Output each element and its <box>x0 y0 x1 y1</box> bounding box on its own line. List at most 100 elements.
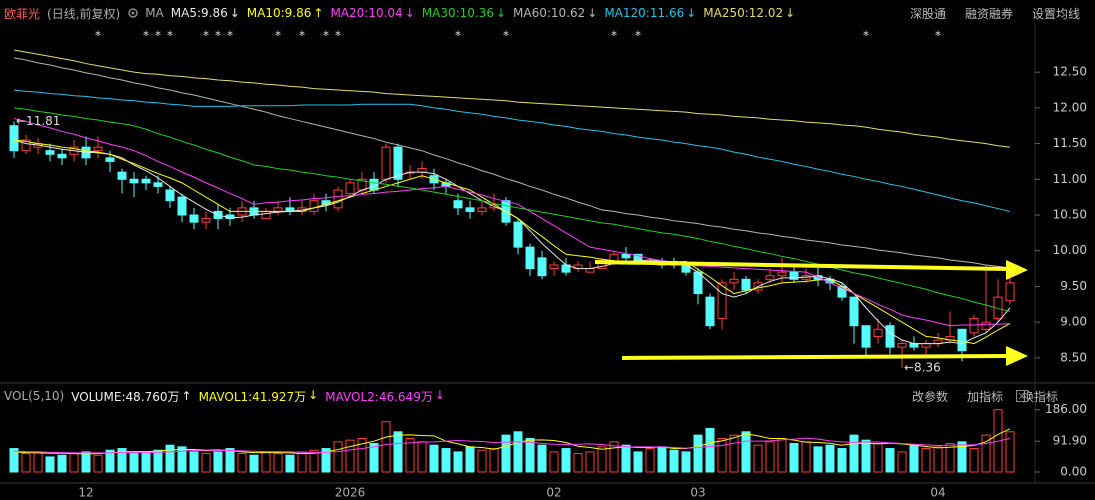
event-marker[interactable]: * <box>167 29 173 43</box>
support-arrow <box>621 354 1009 360</box>
indicator-button[interactable]: 改参数 <box>911 389 948 404</box>
volume-bar <box>237 453 247 473</box>
y-tick-label: 91.90 <box>1053 434 1087 448</box>
volume-bar <box>189 451 199 473</box>
event-marker[interactable]: * <box>611 29 617 43</box>
settings-icon[interactable] <box>127 7 139 19</box>
candle-body <box>201 218 211 223</box>
event-marker[interactable]: * <box>455 29 461 43</box>
volume-bar <box>453 451 463 473</box>
candle-body <box>585 268 595 273</box>
event-marker[interactable]: * <box>215 29 221 43</box>
volume-bar <box>705 427 715 473</box>
price-annotation: ←8.36 <box>904 360 941 374</box>
header-button[interactable]: 融资融券 <box>964 6 1013 21</box>
volume-bar <box>633 451 643 473</box>
candle-body <box>909 343 919 348</box>
volume-bar <box>681 451 691 473</box>
candle-body <box>765 275 775 280</box>
y-tick-label: 9.50 <box>1060 279 1087 293</box>
ma-line <box>13 57 1011 269</box>
event-marker[interactable]: * <box>227 29 233 43</box>
ma-label: MA <box>145 6 164 20</box>
volume-bar <box>465 446 475 473</box>
event-marker[interactable]: * <box>335 29 341 43</box>
volume-bar <box>909 444 919 473</box>
legend-trend: ↓ <box>495 6 507 20</box>
candle-body <box>777 271 787 277</box>
event-marker[interactable]: * <box>143 29 149 43</box>
volume-bar <box>69 453 79 473</box>
legend-entry: MA250:12.02 <box>703 6 784 20</box>
candle-body <box>129 178 139 184</box>
event-marker[interactable]: * <box>95 29 101 43</box>
candle-body <box>789 271 799 280</box>
candle-body <box>309 200 319 212</box>
event-marker[interactable]: * <box>155 29 161 43</box>
header-button[interactable]: 设置均线 <box>1031 6 1080 21</box>
header-bar: 欧菲光 (日线,前复权) MA MA5:9.86 ↓ MA10:9.86 ↑ MA20:… <box>0 2 1095 24</box>
candle-body <box>153 182 163 187</box>
volume-bar <box>33 451 43 473</box>
header-button[interactable]: 深股通 <box>909 6 946 21</box>
volume-bar <box>249 454 259 473</box>
indicator-button[interactable]: 加指标 <box>966 389 1003 404</box>
candle-body <box>105 157 115 162</box>
volume-ma-line <box>13 437 1011 454</box>
volume-legend: MAVOL1:41.927万 ↓ MAVOL2:46.649万 ↓ <box>199 388 452 405</box>
volume-bar <box>873 443 883 473</box>
volume-bar <box>309 449 319 473</box>
volume-bar <box>333 441 343 473</box>
volume-bar <box>417 441 427 473</box>
legend-entry: MA120:11.66 <box>604 6 685 20</box>
candle-body <box>21 139 31 152</box>
volume-bar <box>885 448 895 473</box>
event-marker[interactable]: * <box>935 29 941 43</box>
volume-bar <box>693 434 703 473</box>
close-icon[interactable] <box>1016 390 1028 402</box>
legend-trend: ↓ <box>308 387 319 402</box>
event-marker[interactable]: * <box>863 29 869 43</box>
volume-buttons: 改参数 加指标 换指标 <box>912 388 1065 405</box>
volume-bar <box>477 449 487 473</box>
price-mode[interactable]: (日线,前复权) <box>47 6 121 21</box>
volume-bar <box>345 439 355 473</box>
ma-line <box>13 89 1011 212</box>
candle-body <box>537 257 547 277</box>
volume-bar <box>717 438 727 473</box>
event-marker[interactable]: * <box>275 29 281 43</box>
event-marker[interactable]: * <box>503 29 509 43</box>
x-tick-label: 12 <box>78 486 93 500</box>
event-marker[interactable]: * <box>203 29 209 43</box>
y-tick-label: 186.00 <box>1045 402 1087 416</box>
legend-entry: MA20:10.04 <box>330 6 403 20</box>
candle-body <box>921 343 931 348</box>
legend-entry: MAVOL1:41.927万 <box>198 389 307 404</box>
candle-body <box>741 278 751 291</box>
volume-bar <box>201 453 211 473</box>
stock-name[interactable]: 欧菲光 <box>4 6 41 21</box>
volume-bar <box>729 434 739 473</box>
indicator-button[interactable]: 换指标 <box>1021 389 1058 404</box>
volume-bar <box>9 448 19 473</box>
candle-body <box>465 207 475 212</box>
volume-bar <box>273 453 283 473</box>
legend-entry: MA30:10.36 <box>421 6 494 20</box>
candle-body <box>417 168 427 173</box>
volume-bar <box>213 451 223 473</box>
event-marker[interactable]: * <box>299 29 305 43</box>
candle-body <box>693 271 703 295</box>
volume-bar <box>609 441 619 473</box>
event-marker[interactable]: * <box>635 29 641 43</box>
volume-bar <box>261 451 271 473</box>
volume-bar <box>969 448 979 473</box>
candle-body <box>1005 282 1015 302</box>
event-marker[interactable]: * <box>323 29 329 43</box>
volume-bar <box>393 431 403 473</box>
volume-bar <box>801 441 811 473</box>
volume-bar <box>369 443 379 473</box>
candle-body <box>981 321 991 330</box>
ma-line <box>13 107 1011 312</box>
y-tick-label: 11.00 <box>1053 172 1087 186</box>
